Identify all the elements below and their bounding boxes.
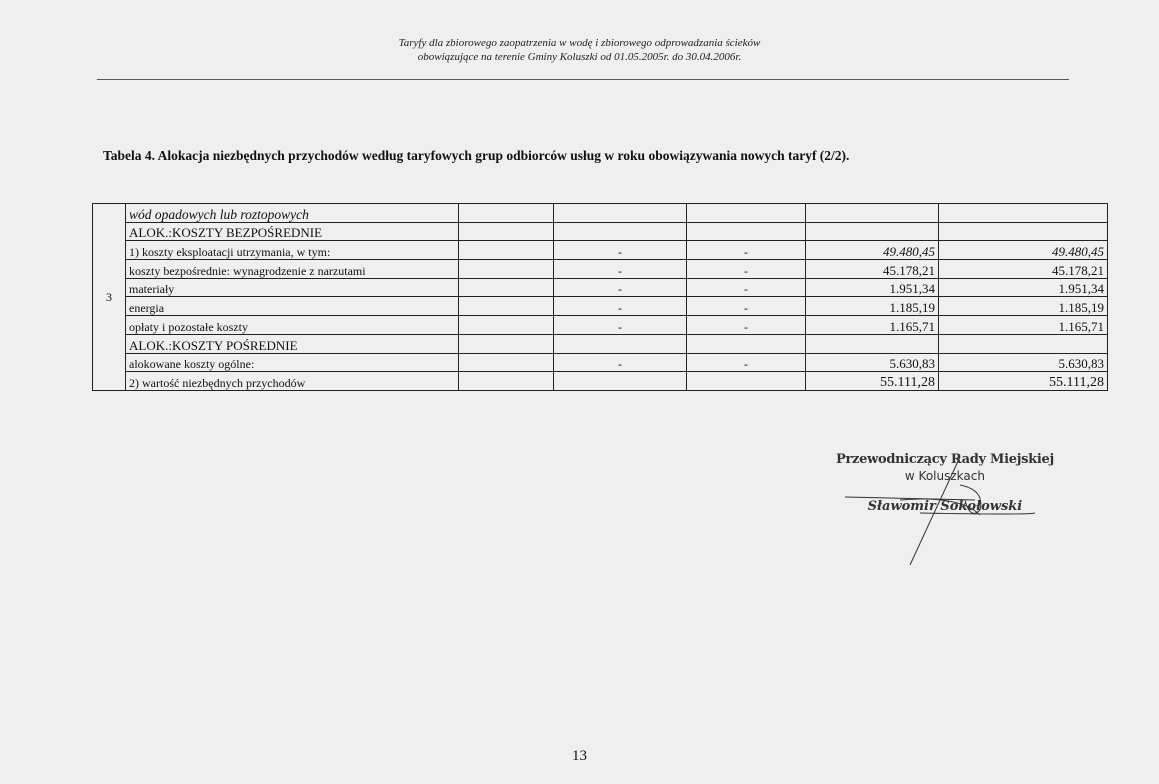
stamp-name: Sławomir Sokołowski [867,499,1023,514]
value-cell: - [686,296,806,317]
value-cell: - [686,315,806,335]
value-cell: 49.480,45 [805,240,939,261]
stamp-title: Przewodniczący Rady Miejskiej [836,452,1054,467]
signature [844,456,1036,566]
label-cell: koszty bezpośrednie: wynagrodzenie z nar… [125,259,459,279]
empty-cell [458,240,554,261]
header-divider [97,79,1069,80]
value-cell: 1.185,19 [938,296,1108,317]
empty-cell [458,203,554,223]
value-cell: 1.185,19 [805,296,939,317]
allocation-table: 3 wód opadowych lub roztopowych ALOK.:KOSZ… [92,203,1108,391]
empty-cell [458,277,554,298]
value-cell [686,221,806,242]
signature-stamp: Przewodniczący Rady Miejskiej w Koluszka… [836,452,1054,514]
value-cell: 45.178,21 [805,259,939,279]
value-cell: 1.165,71 [805,315,939,335]
value-cell: 1.165,71 [938,315,1108,335]
value-cell [805,333,939,354]
value-cell [553,203,687,223]
label-cell: ALOK.:KOSZTY POŚREDNIE [125,333,459,354]
label-cell: alokowane koszty ogólne: [125,352,459,373]
value-cell: - [686,240,806,261]
empty-cell [458,259,554,279]
value-cell [553,371,687,391]
value-cell: - [686,352,806,373]
header-line-1: Taryfy dla zbiorowego zaopatrzenia w wod… [398,37,761,49]
value-cell: 1.951,34 [938,277,1108,298]
value-cell: 45.178,21 [938,259,1108,279]
group-number: 3 [92,203,126,391]
value-cell [938,221,1108,242]
empty-cell [458,352,554,373]
value-cell: - [553,277,687,298]
value-cell [686,371,806,391]
value-cell: 55.111,28 [805,371,939,391]
value-cell: - [553,240,687,261]
value-cell [938,203,1108,223]
value-cell: - [686,277,806,298]
label-cell: ALOK.:KOSZTY BEZPOŚREDNIE [125,221,459,242]
label-cell: opłaty i pozostałe koszty [125,315,459,335]
label-cell: 2) wartość niezbędnych przychodów [125,371,459,391]
value-cell: 49.480,45 [938,240,1108,261]
table-row: ALOK.:KOSZTY POŚREDNIE [93,333,1108,354]
value-cell: 55.111,28 [938,371,1108,391]
empty-cell [458,296,554,317]
empty-cell [458,371,554,391]
table-row: alokowane koszty ogólne: - -5.630,83 5.630,… [93,352,1108,373]
value-cell [553,221,687,242]
label-cell: 1) koszty eksploatacji utrzymania, w tym… [125,240,459,261]
stamp-location: w Koluszkach [904,469,985,483]
value-cell: 5.630,83 [938,352,1108,373]
empty-cell [458,333,554,354]
value-cell [686,203,806,223]
table-title: Tabela 4. Alokacja niezbędnych przychodó… [103,148,850,163]
empty-cell [458,315,554,335]
value-cell: - [553,315,687,335]
label-cell: wód opadowych lub roztopowych [125,203,459,223]
value-cell [553,333,687,354]
table-row: opłaty i pozostałe koszty - -1.165,71 1.165… [93,315,1108,335]
table-row: 2) wartość niezbędnych przychodów 55.111,… [93,371,1108,391]
value-cell: 5.630,83 [805,352,939,373]
table-row: 1) koszty eksploatacji utrzymania, w tym… [93,240,1108,261]
table-row: ALOK.:KOSZTY BEZPOŚREDNIE [93,221,1108,242]
empty-cell [458,221,554,242]
table-row: 3 wód opadowych lub roztopowych [92,203,1108,391]
label-cell: energia [125,296,459,317]
header-line-2: obowiązujące na terenie Gminy Koluszki o… [417,51,742,63]
value-cell: 1.951,34 [805,277,939,298]
value-cell [938,333,1108,354]
value-cell: - [686,259,806,279]
value-cell [805,221,939,242]
value-cell: - [553,296,687,317]
label-cell: materiały [125,277,459,298]
value-cell [686,333,806,354]
table-row: energia - -1.185,19 1.185,19 [93,296,1108,317]
page-number: 13 [572,748,587,764]
value-cell: - [553,259,687,279]
table-row: koszty bezpośrednie: wynagrodzenie z nar… [93,259,1108,279]
value-cell: - [553,352,687,373]
value-cell [805,203,939,223]
table-row: materiały - -1.951,34 1.951,34 [93,277,1108,298]
